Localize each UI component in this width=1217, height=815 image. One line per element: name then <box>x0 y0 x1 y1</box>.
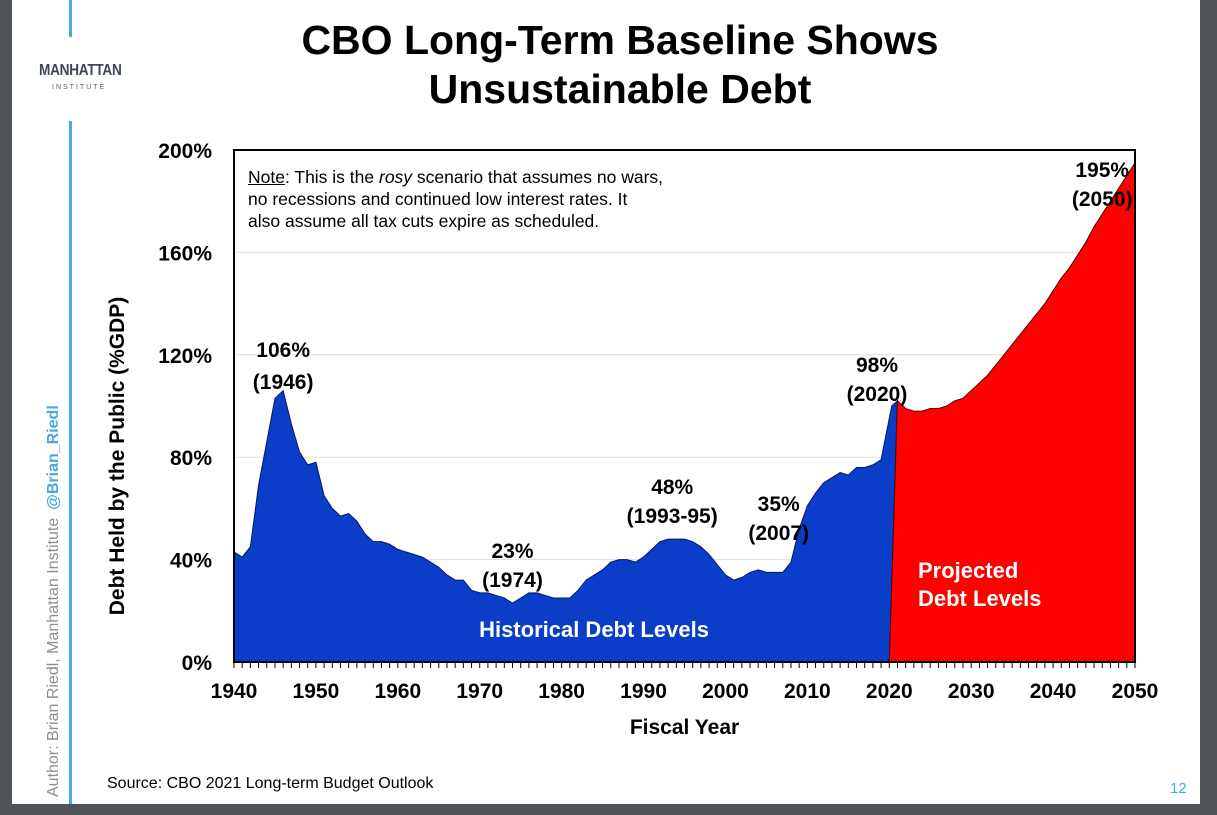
logo-institute: INSTITUTE <box>52 84 107 91</box>
projected-label-2: Debt Levels <box>918 586 1042 611</box>
y-tick-label: 120% <box>158 345 212 368</box>
x-axis-label: Fiscal Year <box>630 716 739 739</box>
note-line-3: also assume all tax cuts expire as sched… <box>248 211 600 231</box>
annotation-year: (1946) <box>253 371 314 394</box>
annotation-year: (1974) <box>482 569 543 592</box>
source-note: Source: CBO 2021 Long-term Budget Outloo… <box>107 775 434 792</box>
annotation-year: (2007) <box>748 522 809 545</box>
y-tick-label: 40% <box>170 550 212 573</box>
page-number: 12 <box>1170 780 1187 797</box>
logo-manhattan: MANHATTAN <box>39 62 122 79</box>
annotation-value: 35% <box>758 493 800 516</box>
x-tick-label: 1950 <box>293 680 340 703</box>
annotation-year: (2050) <box>1072 188 1133 211</box>
note-line-2: no recessions and continued low interest… <box>248 189 628 209</box>
x-tick-label: 2020 <box>866 680 913 703</box>
x-tick-label: 2000 <box>702 680 749 703</box>
x-tick-label: 2010 <box>784 680 831 703</box>
accent-line-bottom <box>69 121 72 804</box>
x-tick-label: 2050 <box>1112 680 1159 703</box>
annotation-value: 106% <box>256 339 310 362</box>
x-tick-label: 1990 <box>620 680 667 703</box>
y-tick-label: 80% <box>170 447 212 470</box>
annotation-value: 98% <box>856 354 898 377</box>
chart-note: Note: This is the rosy scenario that ass… <box>248 166 663 232</box>
note-emphasis: rosy <box>379 167 413 187</box>
x-tick-label: 1970 <box>456 680 503 703</box>
title-line-2: Unsustainable Debt <box>428 66 812 112</box>
historical-label: Historical Debt Levels <box>479 617 709 642</box>
y-tick-label: 200% <box>158 140 212 163</box>
note-text: scenario that assumes no wars, <box>412 167 664 187</box>
annotation-year: (2020) <box>847 383 908 406</box>
annotation-year: (1993-95) <box>627 505 718 528</box>
title-line-1: CBO Long-Term Baseline Shows <box>301 17 939 63</box>
y-tick-label: 0% <box>182 652 213 675</box>
x-tick-label: 1980 <box>538 680 585 703</box>
note-text: : This is the <box>284 167 379 187</box>
y-axis-label: Debt Held by the Public (%GDP) <box>106 297 129 616</box>
x-tick-label: 1940 <box>211 680 258 703</box>
slide-title: CBO Long-Term Baseline Shows Unsustainab… <box>240 16 1000 114</box>
accent-line-top <box>69 0 72 37</box>
projected-label-1: Projected <box>918 558 1018 583</box>
x-tick-label: 2030 <box>948 680 995 703</box>
historical-area <box>233 389 898 663</box>
note-label: Note <box>248 167 285 187</box>
projected-area <box>888 161 1136 663</box>
x-tick-label: 1960 <box>374 680 421 703</box>
annotation-value: 23% <box>491 540 533 563</box>
annotation-value: 48% <box>651 476 693 499</box>
x-tick-label: 2040 <box>1030 680 1077 703</box>
y-tick-label: 160% <box>158 242 212 265</box>
annotation-value: 195% <box>1075 159 1129 182</box>
